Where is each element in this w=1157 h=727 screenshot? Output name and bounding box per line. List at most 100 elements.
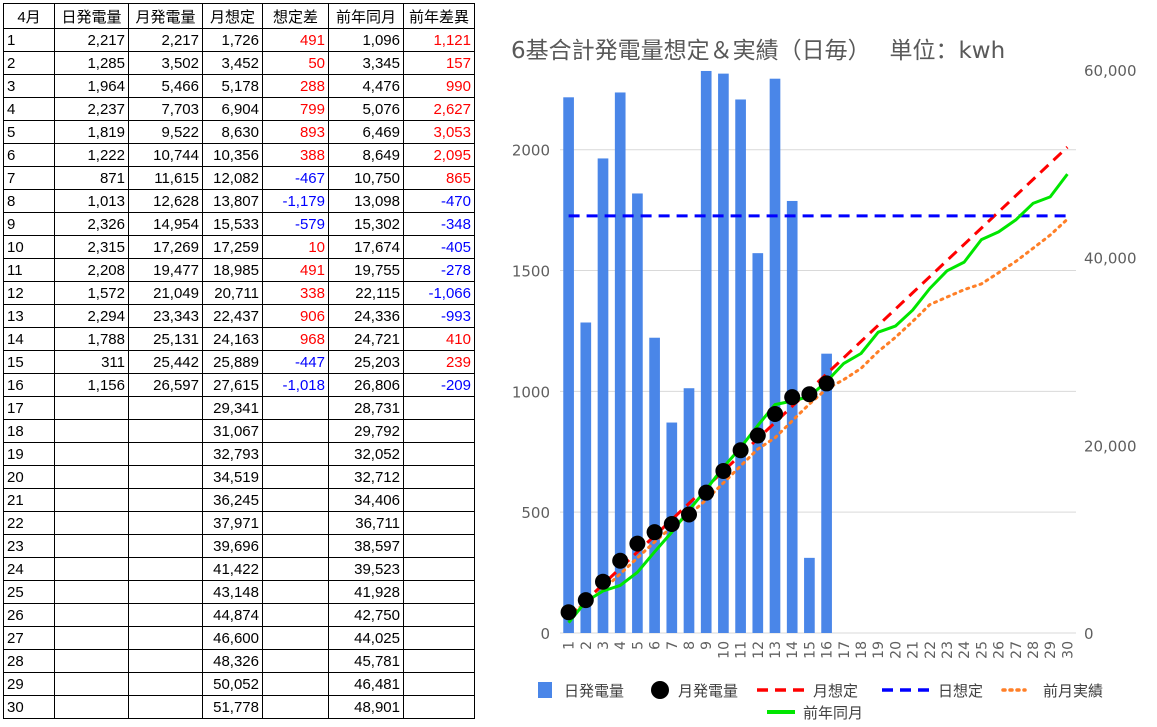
- table-cell[interactable]: 26: [3, 603, 55, 627]
- table-cell[interactable]: [128, 419, 203, 443]
- table-cell[interactable]: 32,793: [202, 442, 263, 466]
- table-cell[interactable]: [403, 465, 475, 489]
- table-cell[interactable]: [128, 396, 203, 420]
- table-cell[interactable]: 22,115: [328, 281, 404, 305]
- table-cell[interactable]: 5: [3, 120, 55, 144]
- table-cell[interactable]: [262, 672, 329, 696]
- table-cell[interactable]: 48,326: [202, 649, 263, 673]
- table-cell[interactable]: -1,179: [262, 189, 329, 213]
- table-cell[interactable]: [403, 396, 475, 420]
- table-cell[interactable]: 7,703: [128, 97, 203, 121]
- table-cell[interactable]: [262, 419, 329, 443]
- table-cell[interactable]: 24,336: [328, 304, 404, 328]
- table-cell[interactable]: -993: [403, 304, 475, 328]
- table-cell[interactable]: 1,726: [202, 28, 263, 52]
- table-cell[interactable]: 2,095: [403, 143, 475, 167]
- table-cell[interactable]: 871: [54, 166, 129, 190]
- table-cell[interactable]: 2,217: [54, 28, 129, 52]
- table-cell[interactable]: 17: [3, 396, 55, 420]
- table-cell[interactable]: 2,326: [54, 212, 129, 236]
- table-cell[interactable]: 32,052: [328, 442, 404, 466]
- table-cell[interactable]: 10: [262, 235, 329, 259]
- table-cell[interactable]: 34,406: [328, 488, 404, 512]
- table-cell[interactable]: [128, 465, 203, 489]
- table-cell[interactable]: [128, 580, 203, 604]
- table-cell[interactable]: 12,628: [128, 189, 203, 213]
- table-cell[interactable]: 23,343: [128, 304, 203, 328]
- table-cell[interactable]: 22: [3, 511, 55, 535]
- table-cell[interactable]: 10: [3, 235, 55, 259]
- table-cell[interactable]: 9: [3, 212, 55, 236]
- table-cell[interactable]: 8: [3, 189, 55, 213]
- table-cell[interactable]: 32,712: [328, 465, 404, 489]
- table-cell[interactable]: 19: [3, 442, 55, 466]
- table-cell[interactable]: [128, 534, 203, 558]
- table-cell[interactable]: 893: [262, 120, 329, 144]
- table-cell[interactable]: [54, 557, 129, 581]
- table-cell[interactable]: 5,466: [128, 74, 203, 98]
- table-cell[interactable]: [54, 649, 129, 673]
- table-cell[interactable]: 491: [262, 258, 329, 282]
- table-cell[interactable]: 17,269: [128, 235, 203, 259]
- table-cell[interactable]: 1,013: [54, 189, 129, 213]
- table-cell[interactable]: 2,237: [54, 97, 129, 121]
- table-cell[interactable]: 11: [3, 258, 55, 282]
- table-cell[interactable]: 13,098: [328, 189, 404, 213]
- table-cell[interactable]: 5,076: [328, 97, 404, 121]
- table-cell[interactable]: [262, 557, 329, 581]
- table-cell[interactable]: 20: [3, 465, 55, 489]
- table-cell[interactable]: 20,711: [202, 281, 263, 305]
- table-cell[interactable]: [403, 672, 475, 696]
- table-cell[interactable]: 29,792: [328, 419, 404, 443]
- table-cell[interactable]: 311: [54, 350, 129, 374]
- table-cell[interactable]: 37,971: [202, 511, 263, 535]
- table-cell[interactable]: 5,178: [202, 74, 263, 98]
- table-cell[interactable]: -278: [403, 258, 475, 282]
- table-cell[interactable]: 388: [262, 143, 329, 167]
- table-cell[interactable]: 1,788: [54, 327, 129, 351]
- table-cell[interactable]: 9,522: [128, 120, 203, 144]
- table-cell[interactable]: 13: [3, 304, 55, 328]
- table-cell[interactable]: 24,163: [202, 327, 263, 351]
- table-cell[interactable]: [54, 695, 129, 719]
- table-cell[interactable]: 21,049: [128, 281, 203, 305]
- table-cell[interactable]: [262, 580, 329, 604]
- table-cell[interactable]: 16: [3, 373, 55, 397]
- table-cell[interactable]: -579: [262, 212, 329, 236]
- table-cell[interactable]: [403, 580, 475, 604]
- table-cell[interactable]: 24: [3, 557, 55, 581]
- table-cell[interactable]: 288: [262, 74, 329, 98]
- table-cell[interactable]: [128, 557, 203, 581]
- table-cell[interactable]: [54, 580, 129, 604]
- table-cell[interactable]: [403, 626, 475, 650]
- table-cell[interactable]: [128, 695, 203, 719]
- table-cell[interactable]: 17,674: [328, 235, 404, 259]
- table-cell[interactable]: [262, 511, 329, 535]
- table-cell[interactable]: -1,018: [262, 373, 329, 397]
- table-cell[interactable]: 51,778: [202, 695, 263, 719]
- table-cell[interactable]: 45,781: [328, 649, 404, 673]
- table-cell[interactable]: 8,649: [328, 143, 404, 167]
- table-cell[interactable]: 6,469: [328, 120, 404, 144]
- table-cell[interactable]: [262, 442, 329, 466]
- table-cell[interactable]: 6,904: [202, 97, 263, 121]
- table-cell[interactable]: 239: [403, 350, 475, 374]
- table-cell[interactable]: 8,630: [202, 120, 263, 144]
- table-cell[interactable]: 10,356: [202, 143, 263, 167]
- table-cell[interactable]: [54, 626, 129, 650]
- table-cell[interactable]: 1,156: [54, 373, 129, 397]
- table-cell[interactable]: [403, 511, 475, 535]
- table-cell[interactable]: 2,627: [403, 97, 475, 121]
- table-cell[interactable]: [128, 511, 203, 535]
- table-cell[interactable]: 11,615: [128, 166, 203, 190]
- table-cell[interactable]: 28,731: [328, 396, 404, 420]
- table-cell[interactable]: 14,954: [128, 212, 203, 236]
- table-cell[interactable]: [403, 534, 475, 558]
- table-cell[interactable]: 1,222: [54, 143, 129, 167]
- table-cell[interactable]: 50,052: [202, 672, 263, 696]
- table-cell[interactable]: -1,066: [403, 281, 475, 305]
- table-cell[interactable]: 36,245: [202, 488, 263, 512]
- table-cell[interactable]: [54, 511, 129, 535]
- table-cell[interactable]: 26,806: [328, 373, 404, 397]
- table-cell[interactable]: 28: [3, 649, 55, 673]
